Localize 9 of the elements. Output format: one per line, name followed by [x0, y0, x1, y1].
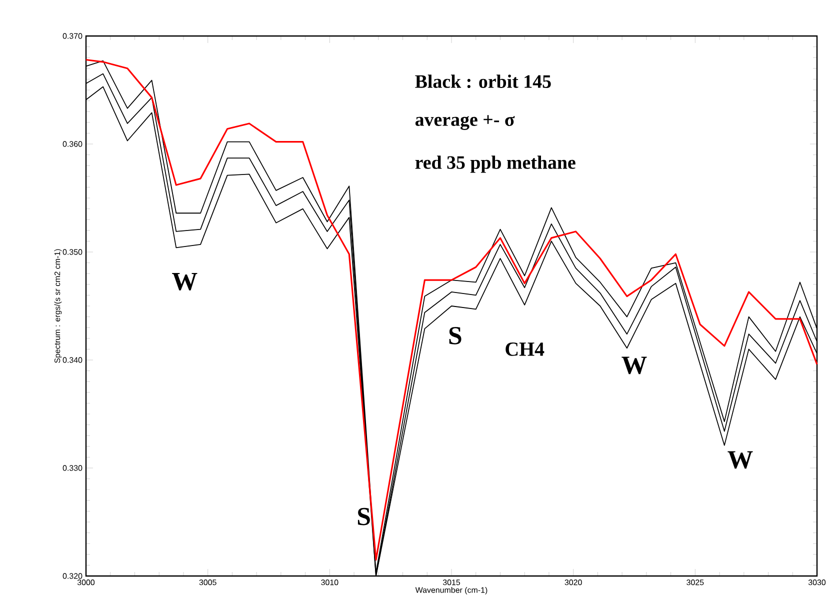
annotation: W: [172, 273, 198, 290]
annotation: Black : orbit 145: [415, 74, 551, 88]
annotation: red 35 ppb methane: [415, 156, 576, 173]
annotation: average +- σ: [415, 115, 515, 130]
annotation: CH4: [506, 342, 544, 356]
annotation: W: [728, 451, 753, 469]
annotation: W: [622, 356, 647, 374]
annotation: S: [449, 326, 462, 344]
annotation: S: [358, 508, 370, 526]
